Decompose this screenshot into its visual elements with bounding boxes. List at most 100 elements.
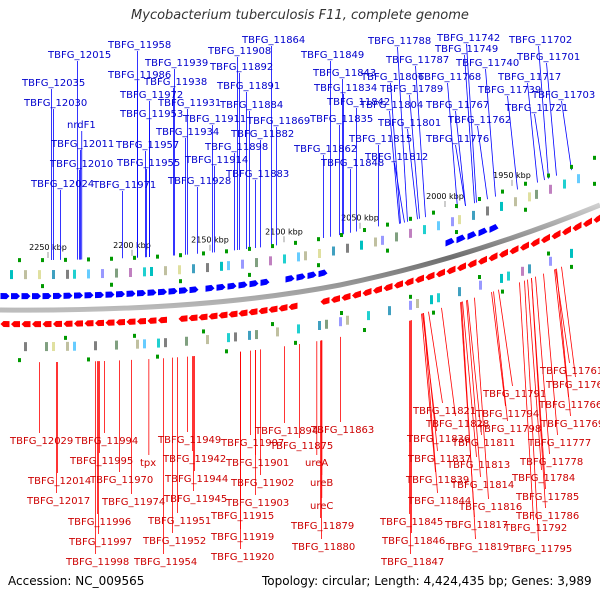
function-block-28 bbox=[206, 335, 209, 345]
reverse-gene-arrow-13 bbox=[137, 317, 146, 325]
function-block-9 bbox=[73, 269, 76, 279]
gene-label-reverse: TBFG_11769 bbox=[540, 419, 600, 430]
rna-marker-5 bbox=[64, 335, 67, 340]
rna-marker-16 bbox=[202, 251, 205, 256]
gene-label-reverse: TBFG_11811 bbox=[451, 438, 515, 449]
forward-gene-arrow-13 bbox=[137, 289, 146, 297]
reverse-gene-arrow-7 bbox=[74, 320, 83, 327]
reverse-gene-arrow-8 bbox=[84, 320, 94, 327]
forward-gene-arrow-30 bbox=[456, 234, 466, 244]
forward-gene-arrow-8 bbox=[84, 292, 94, 299]
forward-gene-arrow-6 bbox=[63, 292, 73, 299]
gene-label-forward: TBFG_11953 bbox=[119, 109, 183, 120]
gene-label-forward: TBFG_12011 bbox=[50, 139, 114, 150]
reverse-gene-arrow-43 bbox=[478, 255, 487, 265]
forward-gene-arrow-32 bbox=[478, 227, 488, 237]
function-block-63 bbox=[451, 217, 454, 227]
function-block-70 bbox=[500, 273, 503, 283]
reverse-gene-arrow-21 bbox=[228, 310, 238, 318]
scale-layer: 1950 kbp 2000 kbp 2050 kbp 2100 kbp 2150 kbp… bbox=[29, 171, 531, 259]
gene-label-forward: TBFG_11898 bbox=[204, 142, 268, 153]
connector-line-forward bbox=[390, 82, 401, 224]
reverse-gene-arrow-5 bbox=[53, 320, 62, 327]
gene-label-reverse: ureA bbox=[305, 458, 328, 469]
reverse-gene-arrow-3 bbox=[32, 321, 41, 328]
rna-marker-37 bbox=[432, 310, 435, 315]
connector-line-forward bbox=[415, 65, 426, 218]
connector-line-reverse bbox=[524, 280, 539, 542]
gene-label-forward: TBFG_11957 bbox=[115, 140, 179, 151]
reverse-gene-arrow-48 bbox=[530, 237, 540, 247]
reverse-gene-arrow-0 bbox=[0, 321, 10, 328]
reverse-gene-arrow-31 bbox=[352, 290, 361, 299]
forward-gene-arrow-16 bbox=[168, 287, 178, 295]
function-block-60 bbox=[430, 295, 433, 305]
connector-line-forward bbox=[397, 46, 408, 222]
function-block-5 bbox=[52, 270, 55, 280]
forward-gene-arrow-27 bbox=[307, 271, 317, 280]
gene-label-forward: TBFG_12035 bbox=[21, 78, 85, 89]
function-block-62 bbox=[437, 293, 440, 303]
forward-gene-arrow-7 bbox=[74, 292, 83, 299]
label-lines-layer bbox=[39, 43, 576, 554]
forward-gene-arrow-11 bbox=[116, 291, 125, 298]
gene-label-forward: TBFG_11835 bbox=[309, 114, 373, 125]
gene-label-reverse: TBFG_11920 bbox=[210, 552, 274, 563]
rna-marker-36 bbox=[432, 210, 435, 215]
forward-gene-arrow-14 bbox=[147, 289, 157, 296]
forward-gene-arrow-2 bbox=[21, 293, 31, 300]
function-block-65 bbox=[458, 287, 461, 297]
forward-gene-arrow-18 bbox=[189, 286, 199, 294]
reverse-gene-arrow-1 bbox=[11, 321, 20, 328]
rna-marker-23 bbox=[271, 322, 274, 327]
accession-label: Accession: NC_009565 bbox=[8, 574, 145, 588]
rna-marker-33 bbox=[386, 248, 389, 253]
function-block-38 bbox=[276, 327, 279, 337]
gene-label-forward: TBFG_11834 bbox=[313, 83, 377, 94]
reverse-gene-arrow-34 bbox=[383, 282, 393, 292]
gene-label-reverse: TBFG_11903 bbox=[225, 498, 289, 509]
reverse-gene-arrow-29 bbox=[331, 295, 340, 303]
connector-line-forward bbox=[455, 144, 466, 206]
gene-label-reverse: TBFG_11837 bbox=[407, 454, 471, 465]
forward-gene-arrow-19 bbox=[205, 284, 215, 292]
rna-marker-40 bbox=[478, 197, 481, 202]
reverse-gene-arrow-47 bbox=[520, 241, 529, 251]
function-block-46 bbox=[332, 246, 335, 256]
gene-label-reverse: TBFG_11847 bbox=[380, 557, 444, 568]
connector-line-reverse bbox=[527, 279, 542, 471]
gene-label-forward: TBFG_11864 bbox=[241, 35, 305, 46]
gene-label-reverse: TBFG_11786 bbox=[515, 511, 579, 522]
gene-label-forward: TBFG_11892 bbox=[209, 62, 273, 73]
forward-gene-arrow-28 bbox=[318, 269, 328, 278]
gene-label-reverse: TBFG_11995 bbox=[69, 456, 133, 467]
rna-marker-13 bbox=[156, 354, 159, 359]
rna-marker-18 bbox=[225, 249, 228, 254]
rna-marker-10 bbox=[133, 255, 136, 260]
gene-label-reverse: ureC bbox=[310, 501, 333, 512]
forward-gene-arrow-26 bbox=[296, 273, 306, 281]
reverse-gene-arrow-41 bbox=[457, 262, 466, 272]
gene-label-reverse: TBFG_11819 bbox=[445, 542, 509, 553]
reverse-gene-arrow-20 bbox=[218, 311, 228, 319]
gene-label-forward: TBFG_11717 bbox=[497, 72, 561, 83]
gene-label-reverse: TBFG_11814 bbox=[450, 480, 514, 491]
function-block-79 bbox=[563, 179, 566, 189]
gene-label-forward: TBFG_11869 bbox=[246, 116, 310, 127]
function-block-6 bbox=[52, 342, 55, 352]
function-block-1 bbox=[24, 270, 27, 280]
reverse-gene-arrow-27 bbox=[288, 302, 298, 310]
function-block-12 bbox=[94, 341, 97, 351]
reverse-gene-arrow-17 bbox=[188, 314, 198, 322]
function-block-2 bbox=[24, 342, 27, 352]
connector-line-reverse bbox=[519, 282, 534, 521]
forward-gene-arrow-15 bbox=[158, 288, 167, 296]
function-block-49 bbox=[346, 315, 349, 325]
reverse-gene-arrow-2 bbox=[21, 321, 31, 328]
gene-label-forward: TBFG_11928 bbox=[167, 176, 231, 187]
function-block-15 bbox=[115, 340, 118, 350]
gene-label-reverse: TBFG_11795 bbox=[508, 544, 572, 555]
function-block-76 bbox=[535, 189, 538, 199]
function-block-19 bbox=[143, 339, 146, 349]
rna-marker-31 bbox=[363, 328, 366, 333]
